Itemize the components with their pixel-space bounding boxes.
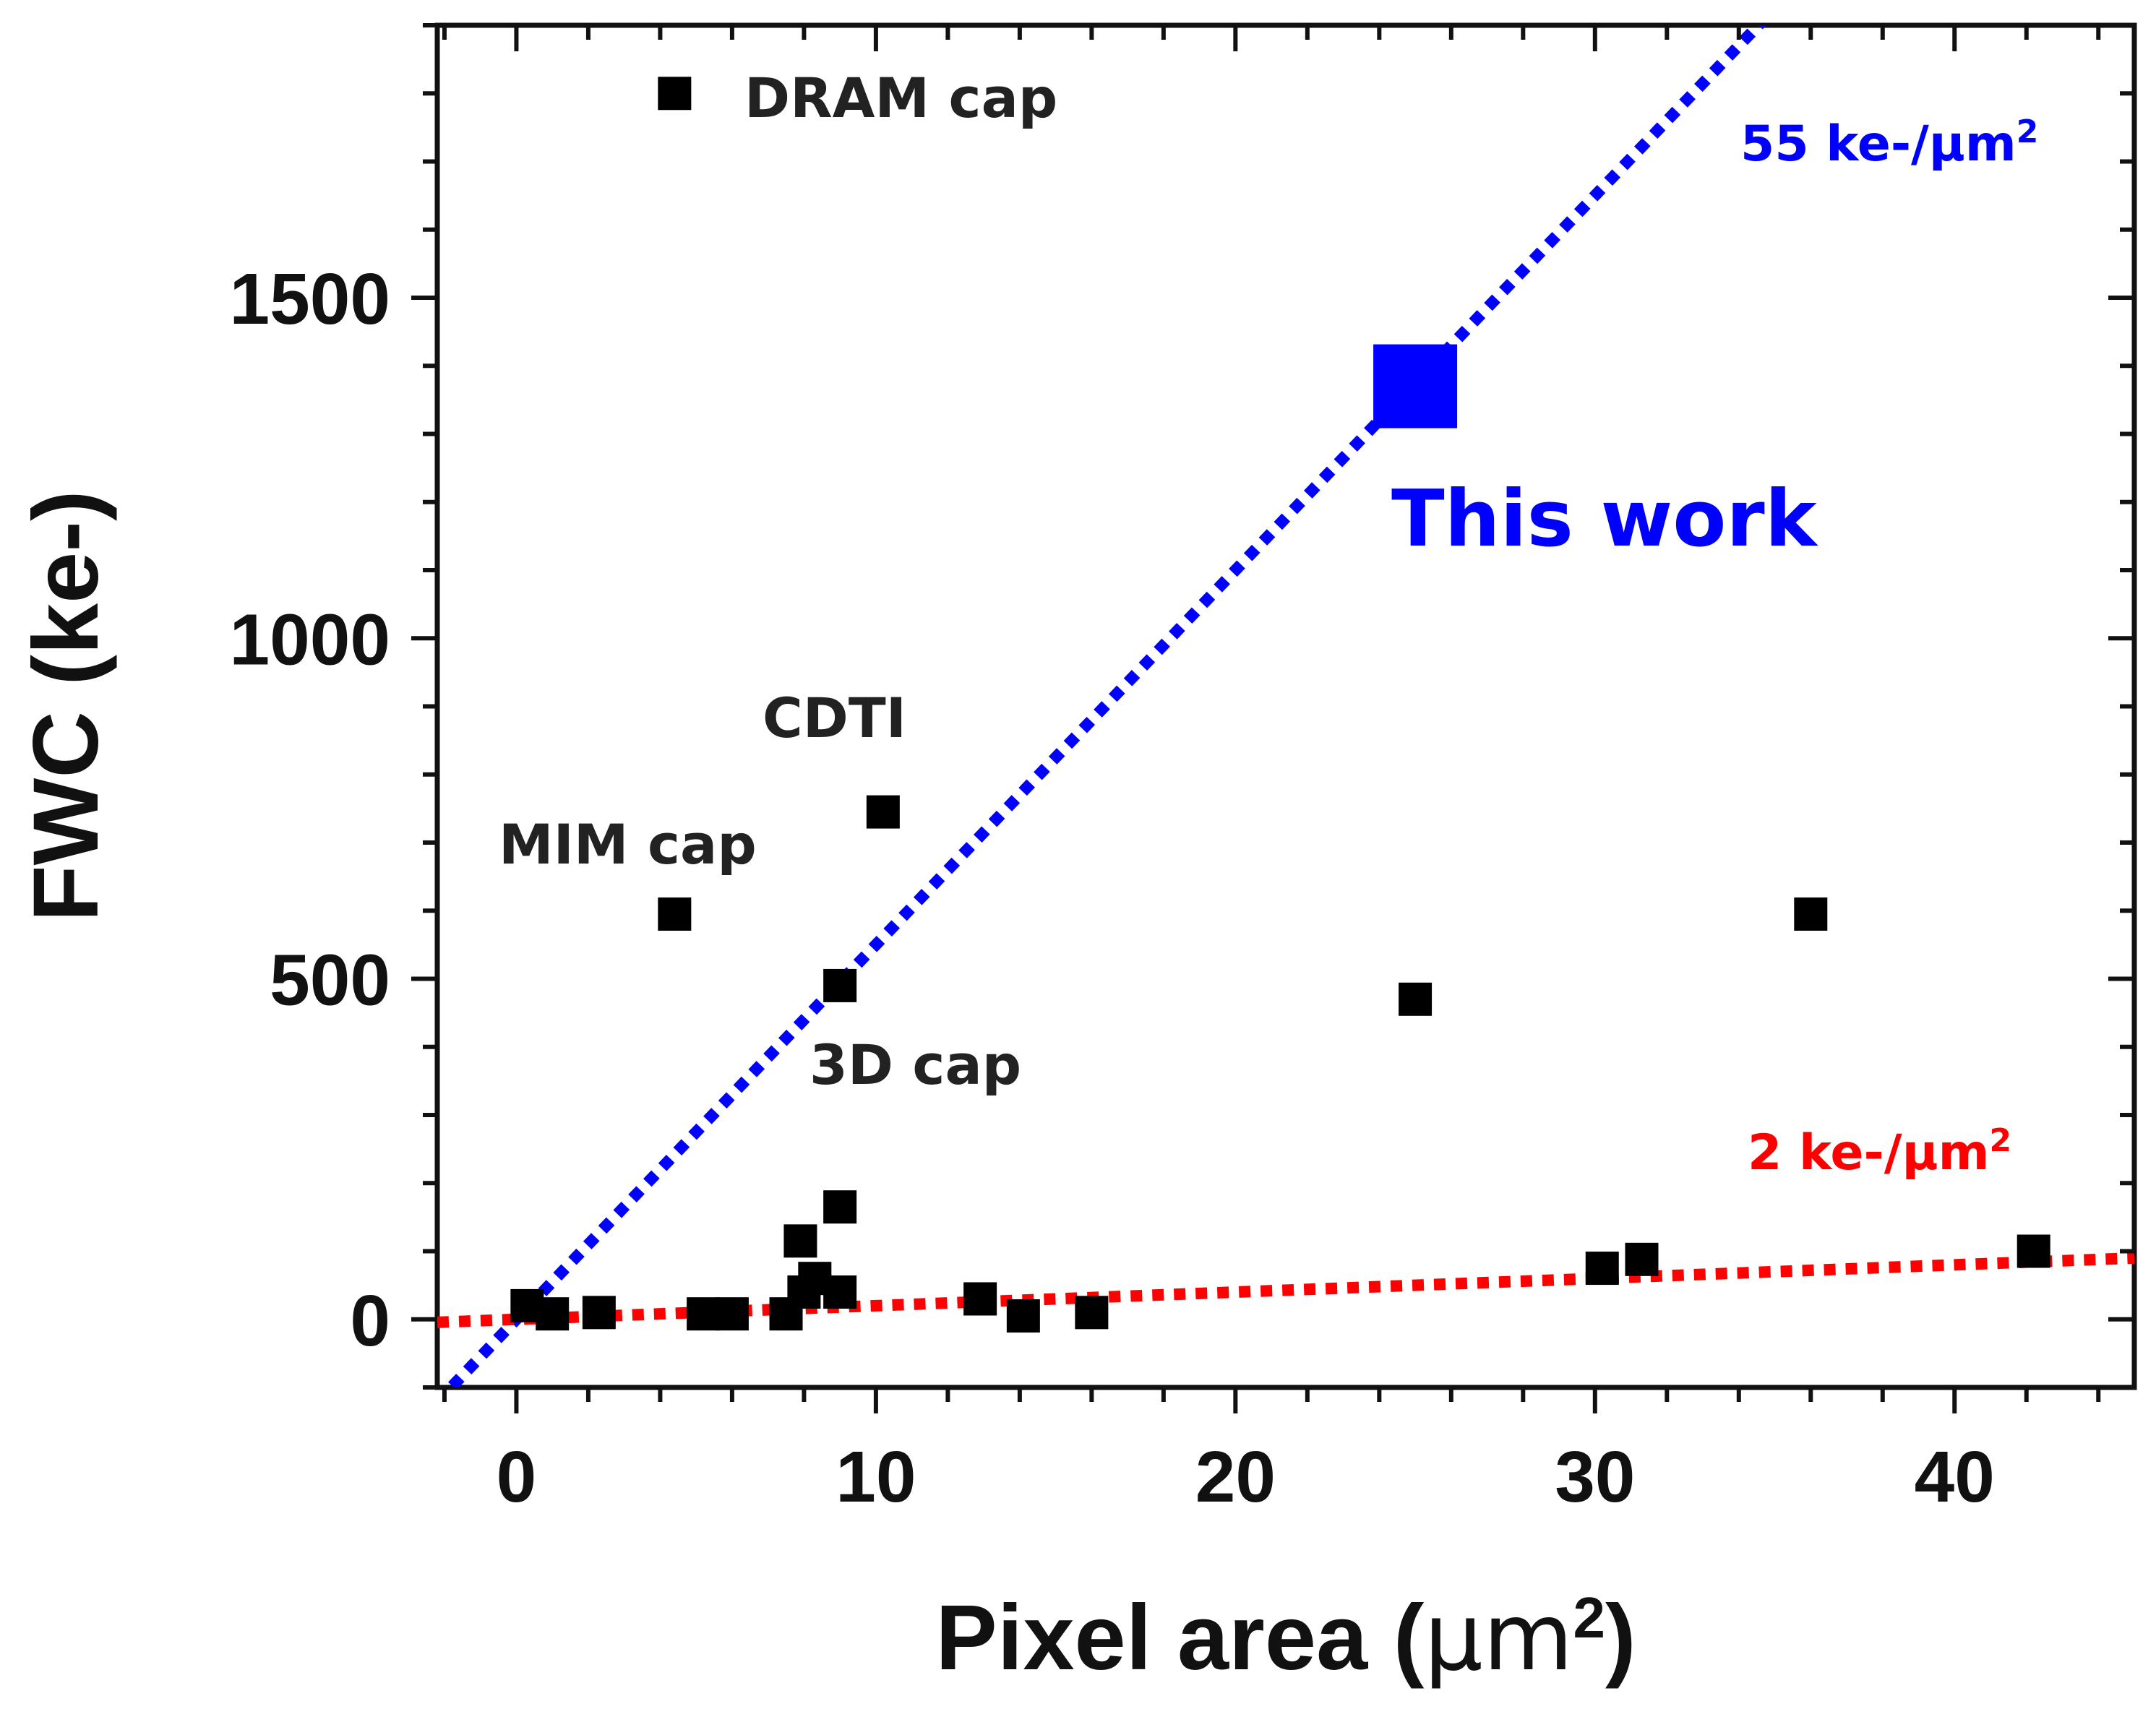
fit-lines bbox=[437, 25, 2134, 1387]
data-point bbox=[582, 1296, 616, 1330]
data-point bbox=[2017, 1234, 2050, 1268]
data-point bbox=[1075, 1296, 1109, 1330]
annotation-rate-low-sup: 2 bbox=[1989, 1122, 2011, 1159]
x-axis-ticks bbox=[442, 25, 2101, 1413]
data-point bbox=[1399, 982, 1433, 1016]
data-point bbox=[823, 1275, 857, 1309]
x-tick-label: 10 bbox=[836, 1437, 916, 1517]
annotation-mim-cap: MIM cap bbox=[499, 812, 757, 877]
annotation-rate-high-main: 55 ke-/μm bbox=[1740, 116, 2017, 173]
y-axis-tick-labels: 0 500 1000 1500 bbox=[230, 259, 390, 1361]
annotation-rate-low: 2 ke-/μm2 bbox=[1748, 1122, 2011, 1182]
x-tick-label: 20 bbox=[1195, 1437, 1276, 1517]
y-tick-label: 1000 bbox=[230, 599, 390, 680]
data-point bbox=[769, 1297, 803, 1331]
x-axis-title-unit: μm bbox=[1424, 1584, 1573, 1692]
data-point bbox=[823, 968, 857, 1002]
x-axis-title-superscript: 2 bbox=[1573, 1585, 1606, 1650]
plot-frame bbox=[434, 22, 2137, 1390]
annotation-this-work: This work bbox=[1391, 474, 1818, 564]
data-points bbox=[510, 77, 2050, 1333]
x-tick-label: 0 bbox=[497, 1437, 537, 1517]
data-point bbox=[536, 1297, 570, 1331]
y-tick-label: 1500 bbox=[230, 259, 390, 340]
y-axis-ticks bbox=[411, 23, 2134, 1390]
data-point bbox=[658, 897, 692, 931]
x-axis-title-end: ) bbox=[1605, 1586, 1636, 1689]
data-point bbox=[866, 795, 900, 829]
data-point bbox=[1794, 897, 1828, 931]
data-point bbox=[1006, 1299, 1040, 1333]
this-work-point bbox=[1373, 344, 1458, 429]
data-point bbox=[783, 1224, 817, 1258]
x-tick-label: 40 bbox=[1915, 1437, 1995, 1517]
x-axis-title-main: Pixel area ( bbox=[935, 1586, 1424, 1689]
fit-line-high bbox=[442, 25, 1767, 1387]
x-axis-title: Pixel area (μm2) bbox=[935, 1584, 1636, 1692]
annotation-rate-high: 55 ke-/μm2 bbox=[1740, 113, 2038, 173]
data-point bbox=[1625, 1242, 1659, 1276]
annotation-cdti: CDTI bbox=[763, 686, 906, 750]
data-point bbox=[658, 77, 692, 111]
y-axis-title: FWC (ke-) bbox=[14, 490, 118, 921]
x-axis-tick-labels: 0 10 20 30 40 bbox=[497, 1437, 1995, 1517]
data-point bbox=[687, 1297, 721, 1331]
data-point bbox=[963, 1282, 997, 1316]
annotation-3d-cap: 3D cap bbox=[809, 1033, 1021, 1097]
data-point bbox=[715, 1297, 749, 1331]
y-tick-label: 0 bbox=[350, 1280, 390, 1361]
data-point bbox=[1585, 1252, 1619, 1286]
x-tick-label: 30 bbox=[1555, 1437, 1635, 1517]
annotation-rate-high-sup: 2 bbox=[2017, 113, 2039, 150]
annotation-dram-cap: DRAM cap bbox=[744, 66, 1057, 130]
y-tick-label: 500 bbox=[270, 940, 390, 1021]
annotation-rate-low-main: 2 ke-/μm bbox=[1748, 1124, 1989, 1181]
data-point bbox=[823, 1190, 857, 1224]
gridless-plot-area bbox=[434, 22, 2137, 1390]
